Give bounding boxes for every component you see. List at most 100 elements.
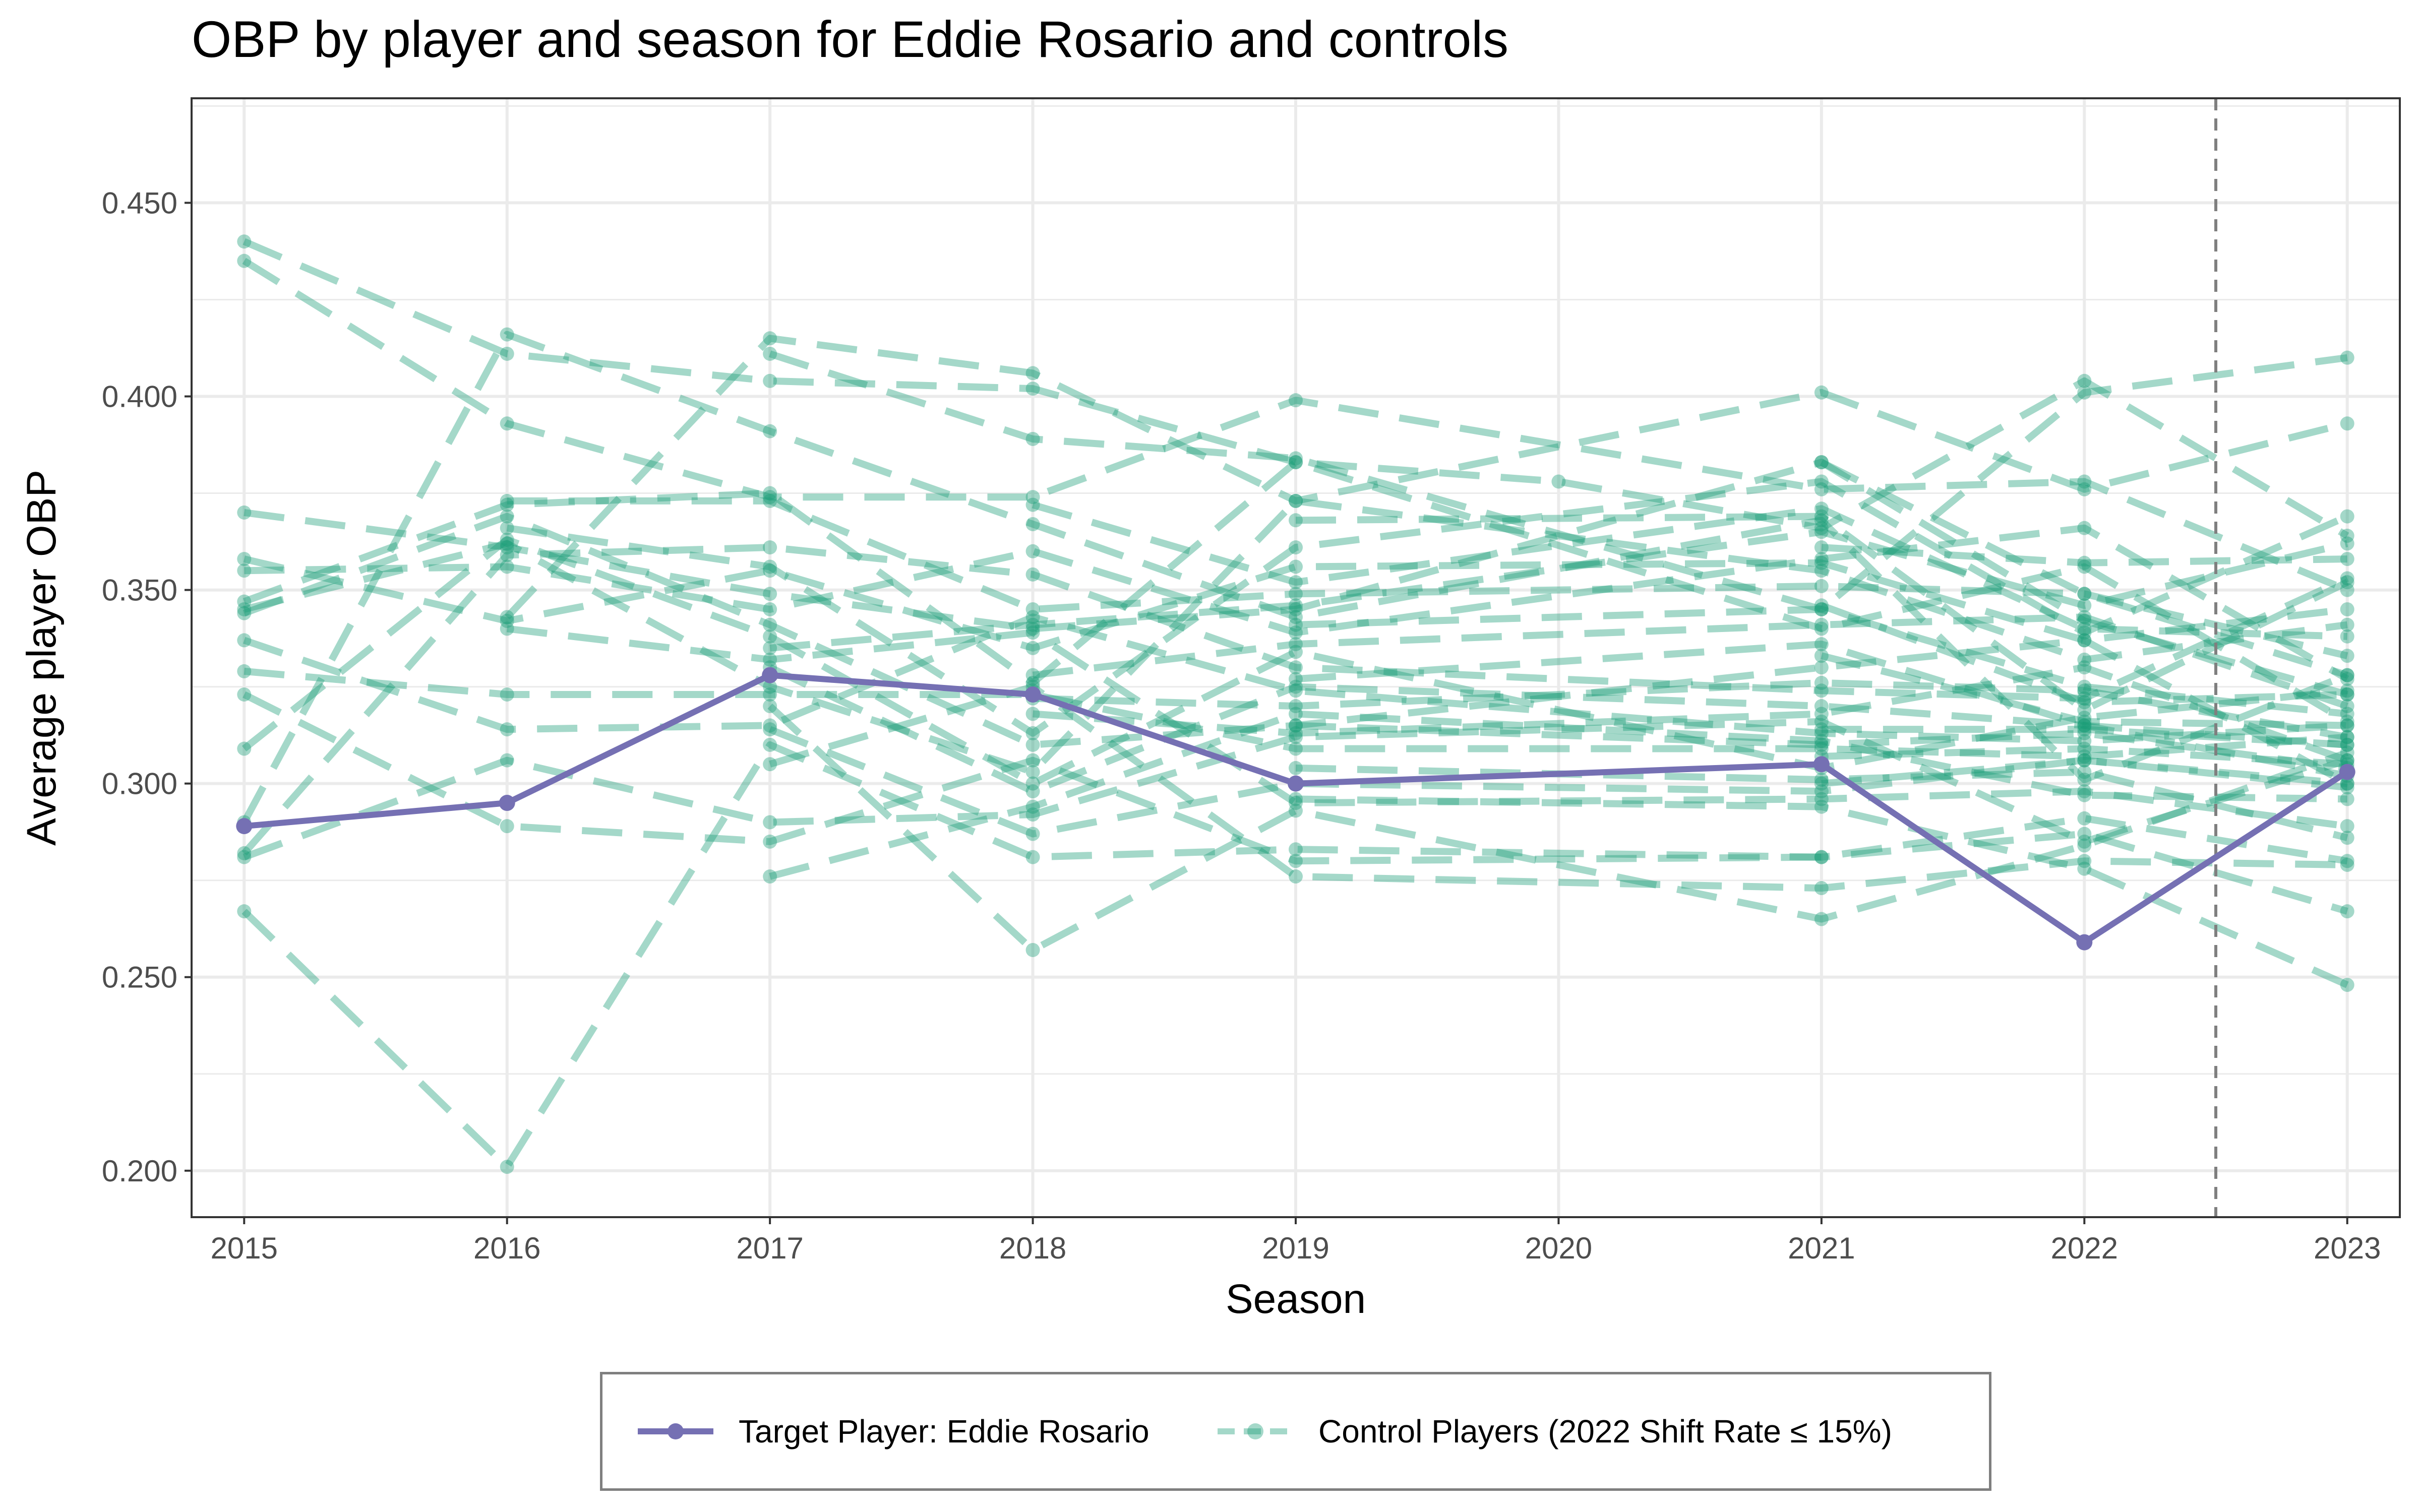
control-point bbox=[2077, 660, 2092, 675]
control-point bbox=[1025, 737, 1040, 752]
control-point bbox=[2077, 621, 2092, 636]
control-point bbox=[237, 850, 252, 864]
control-point bbox=[763, 687, 777, 702]
control-point bbox=[1814, 579, 1829, 593]
control-point bbox=[2340, 629, 2354, 644]
control-point bbox=[1289, 660, 1303, 675]
target-series-layer bbox=[236, 667, 2355, 951]
control-point bbox=[1289, 803, 1303, 818]
control-point bbox=[237, 234, 252, 249]
control-point bbox=[1814, 683, 1829, 698]
control-point bbox=[1814, 881, 1829, 896]
control-point bbox=[2077, 614, 2092, 628]
control-point bbox=[1025, 517, 1040, 531]
target-point bbox=[2339, 764, 2355, 780]
control-point bbox=[763, 486, 777, 500]
control-point bbox=[1814, 637, 1829, 652]
y-tick-label: 0.450 bbox=[102, 186, 177, 220]
control-point bbox=[763, 834, 777, 849]
control-point bbox=[2077, 598, 2092, 613]
control-point bbox=[1289, 683, 1303, 698]
control-point bbox=[1814, 602, 1829, 616]
control-series-line bbox=[1295, 606, 2348, 718]
control-point bbox=[237, 687, 252, 702]
control-point bbox=[2340, 575, 2354, 590]
control-point bbox=[2077, 838, 2092, 853]
control-point bbox=[1814, 660, 1829, 675]
control-point bbox=[2340, 904, 2354, 919]
control-point bbox=[763, 493, 777, 508]
control-point bbox=[2340, 730, 2354, 744]
control-point bbox=[1814, 455, 1829, 470]
control-point bbox=[2077, 753, 2092, 768]
control-point bbox=[1289, 761, 1303, 775]
control-series-line bbox=[768, 664, 2348, 795]
control-point bbox=[2340, 819, 2354, 834]
control-point bbox=[1289, 602, 1303, 616]
control-point bbox=[1289, 854, 1303, 868]
legend: Target Player: Eddie Rosario Control Pla… bbox=[600, 1372, 1991, 1491]
target-point bbox=[499, 795, 515, 811]
control-point bbox=[237, 664, 252, 678]
control-point bbox=[500, 559, 514, 574]
control-point bbox=[500, 521, 514, 535]
control-point bbox=[1289, 393, 1303, 408]
x-tick-label: 2022 bbox=[2051, 1231, 2118, 1265]
control-point bbox=[1814, 726, 1829, 740]
control-point bbox=[1025, 497, 1040, 512]
control-series-line bbox=[1820, 459, 2348, 679]
control-point bbox=[500, 722, 514, 737]
control-point bbox=[1289, 792, 1303, 806]
control-point bbox=[763, 602, 777, 616]
control-series-line bbox=[243, 718, 2348, 861]
legend-label-target: Target Player: Eddie Rosario bbox=[739, 1413, 1150, 1450]
control-series-line bbox=[243, 555, 2348, 652]
control-point bbox=[763, 737, 777, 752]
control-point bbox=[763, 815, 777, 830]
control-point bbox=[1025, 366, 1040, 381]
control-point bbox=[500, 687, 514, 702]
control-point bbox=[2077, 718, 2092, 733]
control-point bbox=[2077, 587, 2092, 601]
control-point bbox=[2077, 784, 2092, 799]
control-point bbox=[2077, 703, 2092, 717]
target-point bbox=[1288, 775, 1304, 792]
control-point bbox=[237, 254, 252, 268]
y-axis-title: Average player OBP bbox=[19, 470, 65, 846]
control-point bbox=[1025, 827, 1040, 841]
control-point bbox=[2340, 583, 2354, 597]
control-point bbox=[500, 819, 514, 834]
control-point bbox=[2077, 753, 2092, 768]
control-point bbox=[237, 505, 252, 520]
control-point bbox=[1814, 699, 1829, 714]
control-point bbox=[500, 536, 514, 551]
control-point bbox=[2340, 536, 2354, 551]
target-point bbox=[236, 818, 253, 835]
control-point bbox=[1289, 513, 1303, 528]
control-point bbox=[1289, 718, 1303, 733]
x-tick-label: 2020 bbox=[1525, 1231, 1592, 1265]
x-tick-label: 2021 bbox=[1788, 1231, 1855, 1265]
control-series-line bbox=[767, 703, 2349, 954]
control-point bbox=[237, 633, 252, 648]
control-point bbox=[763, 679, 777, 694]
y-tick-label: 0.350 bbox=[102, 574, 177, 607]
control-point bbox=[2340, 683, 2354, 698]
control-point bbox=[500, 621, 514, 636]
legend-label-control: Control Players (2022 Shift Rate ≤ 15%) bbox=[1318, 1413, 1892, 1450]
control-point bbox=[2340, 857, 2354, 872]
control-point bbox=[1025, 641, 1040, 655]
control-point bbox=[2077, 718, 2092, 733]
control-point bbox=[500, 540, 514, 555]
x-tick-label: 2016 bbox=[473, 1231, 540, 1265]
control-point bbox=[763, 617, 777, 632]
control-point bbox=[2340, 745, 2354, 760]
control-point bbox=[1814, 482, 1829, 496]
control-point bbox=[2077, 734, 2092, 748]
control-series-line bbox=[1821, 652, 2347, 729]
control-point bbox=[1814, 525, 1829, 539]
control-point bbox=[1814, 602, 1829, 616]
control-series-line bbox=[1821, 745, 2348, 768]
control-point bbox=[500, 509, 514, 524]
control-series-line bbox=[243, 497, 2348, 776]
